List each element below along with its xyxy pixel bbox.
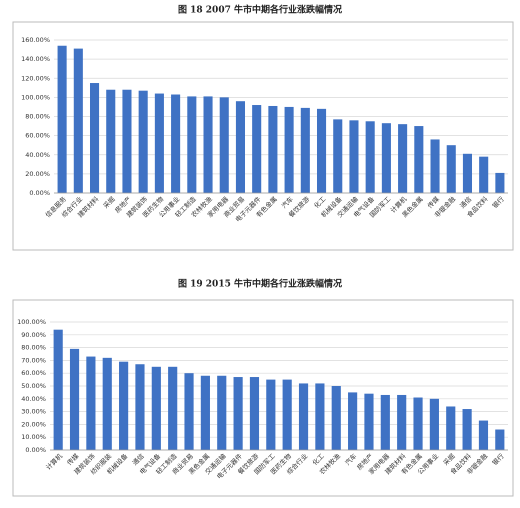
bar xyxy=(53,329,63,450)
bar xyxy=(73,48,83,194)
bar xyxy=(233,377,243,450)
chart-title: 图 19 2015 牛市中期各行业涨跌幅情况 xyxy=(178,278,342,290)
bar xyxy=(429,398,439,450)
y-tick-label: 10.00% xyxy=(21,433,46,441)
y-tick-label: 60.00% xyxy=(21,369,46,377)
bar xyxy=(151,366,161,450)
y-tick-label: 80.00% xyxy=(21,344,46,352)
bar xyxy=(200,375,210,450)
bar xyxy=(187,96,197,193)
bar xyxy=(252,105,262,193)
bar xyxy=(57,45,67,193)
bar xyxy=(282,379,292,450)
x-tick-label: 银行 xyxy=(490,451,506,467)
bar xyxy=(479,156,489,193)
bar xyxy=(122,89,132,193)
chart-title: 图 18 2007 牛市中期各行业涨跌幅情况 xyxy=(178,4,342,16)
bar xyxy=(413,397,423,450)
bar xyxy=(171,94,181,193)
bar xyxy=(397,394,407,450)
y-tick-label: 20.00% xyxy=(25,170,50,178)
bar xyxy=(135,364,145,450)
bar xyxy=(106,89,116,193)
bar xyxy=(102,357,112,450)
bar xyxy=(349,120,359,193)
bar xyxy=(316,108,327,193)
bar xyxy=(414,126,424,193)
x-tick-label: 银行 xyxy=(490,194,506,210)
bar xyxy=(266,379,276,450)
bar xyxy=(249,377,260,450)
y-tick-label: 100.00% xyxy=(17,318,46,326)
y-tick-label: 90.00% xyxy=(21,331,46,339)
bar xyxy=(462,153,473,193)
y-tick-label: 120.00% xyxy=(21,74,50,82)
bar xyxy=(86,356,96,450)
bar xyxy=(298,383,309,450)
bar xyxy=(398,124,408,193)
y-tick-label: 20.00% xyxy=(21,420,46,428)
bar xyxy=(478,420,489,450)
y-tick-label: 50.00% xyxy=(21,382,46,390)
bar xyxy=(365,121,375,193)
bar xyxy=(315,383,325,450)
bar xyxy=(219,97,229,193)
y-tick-label: 80.00% xyxy=(25,113,50,121)
y-tick-label: 40.00% xyxy=(25,151,50,159)
bar xyxy=(446,406,456,450)
bar xyxy=(168,366,178,450)
bar xyxy=(333,119,343,193)
bar xyxy=(119,361,129,450)
chart-frame xyxy=(12,299,514,497)
chart-frame xyxy=(12,21,514,251)
bar xyxy=(203,96,213,193)
y-tick-label: 100.00% xyxy=(21,93,50,101)
y-tick-label: 0.00% xyxy=(25,446,46,454)
bar xyxy=(235,101,246,193)
bar xyxy=(300,107,310,193)
y-tick-label: 160.00% xyxy=(21,36,50,44)
bar xyxy=(495,172,505,193)
bar xyxy=(138,90,148,193)
bar xyxy=(154,93,164,193)
bar xyxy=(446,145,456,193)
bar xyxy=(89,83,100,193)
y-tick-label: 70.00% xyxy=(21,356,46,364)
bar xyxy=(331,386,341,450)
bar xyxy=(381,123,391,193)
bar xyxy=(217,375,227,450)
bar xyxy=(348,392,358,450)
y-tick-label: 140.00% xyxy=(21,55,50,63)
bar xyxy=(268,105,278,193)
y-tick-label: 40.00% xyxy=(21,395,46,403)
bar xyxy=(462,409,472,450)
y-tick-label: 30.00% xyxy=(21,408,46,416)
bar xyxy=(430,139,440,193)
bar xyxy=(284,106,294,193)
bar xyxy=(69,348,80,450)
bar xyxy=(364,393,374,450)
bar xyxy=(380,394,390,450)
x-tick-label: 计算机 xyxy=(44,451,65,472)
bar xyxy=(495,429,505,450)
y-tick-label: 0.00% xyxy=(29,189,50,197)
y-tick-label: 60.00% xyxy=(25,132,50,140)
bar xyxy=(184,373,194,450)
